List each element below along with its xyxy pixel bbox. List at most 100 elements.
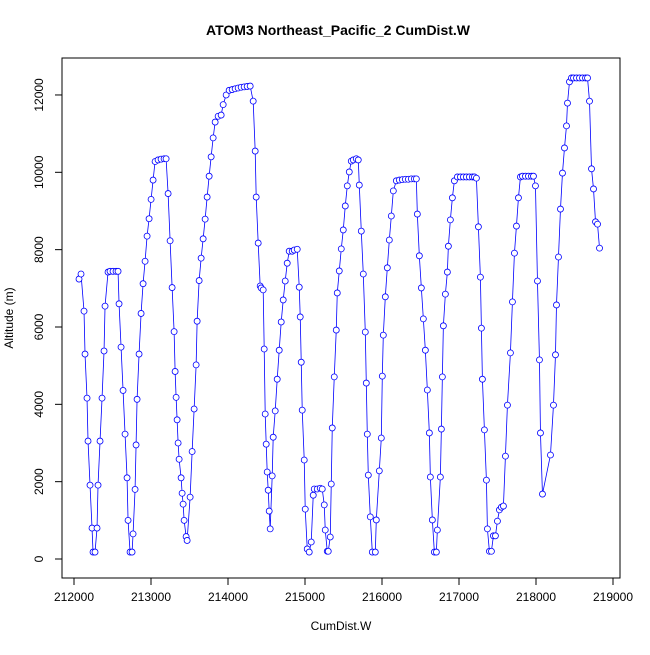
point bbox=[385, 236, 393, 244]
point bbox=[207, 153, 215, 161]
point bbox=[359, 270, 367, 278]
point bbox=[271, 407, 279, 415]
point bbox=[415, 252, 423, 260]
point bbox=[279, 296, 287, 304]
point bbox=[504, 401, 511, 409]
point bbox=[296, 313, 304, 321]
point bbox=[443, 268, 451, 276]
point bbox=[539, 490, 546, 498]
point bbox=[472, 174, 480, 182]
chart-title: ATOM3 Northeast_Pacific_2 CumDist.W bbox=[206, 22, 471, 38]
point bbox=[281, 277, 289, 285]
y-axis-label: Altitude (m) bbox=[2, 287, 16, 348]
point bbox=[293, 245, 301, 253]
point bbox=[559, 169, 566, 177]
point bbox=[190, 405, 198, 413]
point bbox=[298, 406, 306, 414]
point bbox=[123, 474, 131, 482]
point bbox=[494, 517, 501, 525]
point bbox=[124, 516, 132, 524]
point bbox=[357, 227, 365, 235]
point bbox=[488, 547, 495, 555]
point bbox=[186, 493, 194, 501]
point bbox=[412, 175, 420, 183]
point bbox=[377, 434, 385, 442]
point bbox=[266, 525, 274, 533]
x-tick-label: 216000 bbox=[362, 590, 402, 604]
point bbox=[307, 538, 315, 546]
point bbox=[537, 429, 544, 437]
point bbox=[264, 486, 272, 494]
point bbox=[205, 172, 213, 180]
point bbox=[246, 82, 254, 90]
point bbox=[413, 210, 421, 218]
point bbox=[84, 437, 92, 445]
point bbox=[439, 322, 447, 330]
point bbox=[197, 254, 205, 262]
point bbox=[180, 516, 188, 524]
point bbox=[209, 134, 217, 142]
point bbox=[375, 467, 383, 475]
point bbox=[381, 293, 389, 301]
point bbox=[269, 433, 277, 441]
point bbox=[222, 91, 230, 99]
point bbox=[174, 439, 182, 447]
point bbox=[343, 182, 351, 190]
point bbox=[147, 195, 155, 203]
point bbox=[135, 350, 143, 358]
point bbox=[260, 345, 268, 353]
point bbox=[219, 101, 227, 109]
y-tick-label: 4000 bbox=[32, 391, 46, 418]
point bbox=[164, 190, 172, 197]
x-tick-label: 214000 bbox=[208, 590, 248, 604]
point bbox=[362, 379, 370, 387]
point bbox=[211, 118, 219, 126]
point bbox=[137, 310, 145, 317]
x-tick-label: 219000 bbox=[593, 590, 633, 604]
point bbox=[94, 481, 102, 489]
point bbox=[114, 267, 122, 275]
point bbox=[372, 516, 380, 524]
y-tick-label: 12000 bbox=[32, 78, 46, 112]
point bbox=[550, 401, 557, 409]
point bbox=[131, 486, 139, 493]
point bbox=[115, 300, 123, 308]
point bbox=[251, 147, 259, 155]
point bbox=[173, 416, 181, 424]
point bbox=[162, 155, 170, 163]
point bbox=[366, 513, 374, 521]
point bbox=[586, 97, 593, 105]
point bbox=[192, 361, 200, 369]
point bbox=[91, 548, 99, 556]
point bbox=[339, 226, 347, 234]
y-tick-label: 8000 bbox=[32, 236, 46, 263]
point bbox=[588, 165, 595, 173]
x-tick-label: 218000 bbox=[516, 590, 556, 604]
point bbox=[77, 270, 85, 278]
y-tick-label: 2000 bbox=[32, 468, 46, 495]
point bbox=[183, 537, 191, 544]
point bbox=[273, 375, 281, 383]
point bbox=[509, 298, 516, 306]
point bbox=[534, 277, 541, 285]
point bbox=[330, 373, 338, 381]
point bbox=[318, 485, 326, 493]
point bbox=[502, 452, 509, 460]
point bbox=[423, 386, 431, 394]
point bbox=[81, 350, 89, 358]
x-tick-label: 215000 bbox=[285, 590, 325, 604]
point bbox=[515, 194, 522, 202]
point bbox=[305, 548, 313, 556]
point bbox=[557, 205, 564, 213]
point bbox=[532, 182, 539, 190]
point bbox=[389, 187, 397, 195]
point bbox=[448, 194, 456, 202]
point bbox=[143, 232, 151, 240]
point bbox=[354, 156, 362, 164]
point bbox=[561, 144, 568, 152]
point bbox=[378, 372, 386, 380]
point bbox=[500, 502, 507, 510]
point bbox=[263, 468, 271, 476]
